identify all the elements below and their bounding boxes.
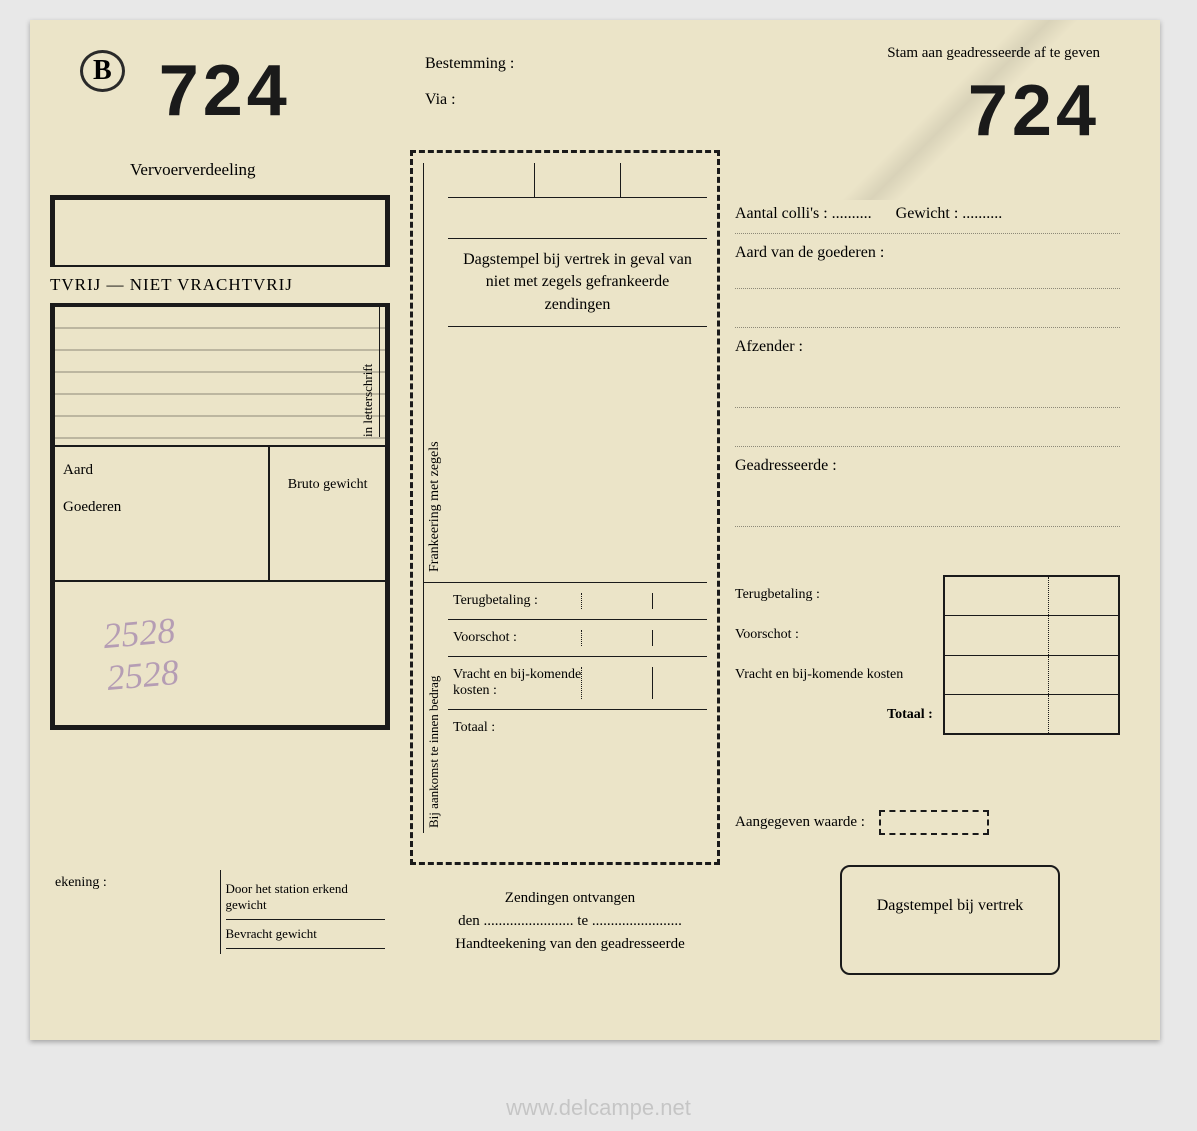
header-left: B 724 — [80, 50, 291, 132]
right-column: Aantal colli's : .......... Gewicht : ..… — [735, 195, 1120, 527]
railway-b-logo: B — [80, 50, 125, 92]
zendingen-title: Zendingen ontvangen — [430, 890, 710, 907]
header-middle: Bestemming : Via : — [425, 55, 514, 127]
dagstempel-r-label: Dagstempel bij vertrek — [877, 897, 1024, 914]
station-weight-label: Door het station erkend gewicht — [226, 875, 386, 920]
colli-gewicht-row: Aantal colli's : .......... Gewicht : ..… — [735, 195, 1120, 234]
stam-label: Stam aan geadresseerde af te geven — [887, 45, 1100, 62]
aard-label: Aard — [63, 462, 260, 479]
bruto-gewicht-label: Bruto gewicht — [270, 447, 385, 580]
railway-form: B 724 Vervoerverdeeling Bestemming : Via… — [30, 20, 1160, 1040]
watermark: www.delcampe.net — [506, 1095, 691, 1121]
right-payment-section: Terugbetaling : Voorschot : Vracht en bi… — [735, 575, 1120, 735]
dagstempel-text: Dagstempel bij vertrek in geval van niet… — [448, 238, 707, 327]
middle-column: Frankeering met zegels Dagstempel bij ve… — [410, 150, 720, 865]
totaal-r-label: Totaal : — [735, 695, 943, 735]
letterschrift-label: in letterschrift — [357, 307, 380, 437]
aantal-label: Aantal colli's : .......... — [735, 205, 872, 222]
den-te-line: den ........................ te ........… — [430, 913, 710, 930]
bestemming-label: Bestemming : — [425, 55, 514, 73]
afzender-row: Afzender : — [735, 328, 1120, 408]
stamp-area: 25282528 — [50, 580, 390, 730]
empty-row-2 — [735, 408, 1120, 447]
top-box — [50, 195, 390, 265]
franking-section: Frankeering met zegels Dagstempel bij ve… — [423, 163, 707, 583]
weight-labels: Door het station erkend gewicht Bevracht… — [220, 870, 391, 954]
terugbetaling-r-label: Terugbetaling : — [735, 575, 943, 615]
freight-free-label: TVRIJ — NIET VRACHTVRIJ — [50, 265, 390, 305]
goods-box: Aard Goederen Bruto gewicht — [50, 445, 390, 580]
goederen-label: Goederen — [63, 499, 260, 516]
gewicht-label: Gewicht : .......... — [896, 205, 1003, 222]
vracht-row: Vracht en bij-komende kosten : — [448, 657, 707, 710]
form-number-left: 724 — [159, 50, 291, 132]
geadresseerde-row: Geadresseerde : — [735, 447, 1120, 527]
handwritten-stamp: 25282528 — [101, 609, 180, 699]
payment-mid-section: Bij aankomst te innen bedrag Terugbetali… — [423, 583, 707, 833]
bij-aankomst-label: Bij aankomst te innen bedrag — [423, 583, 448, 833]
totaal-row: Totaal : — [448, 710, 707, 746]
bottom-left-section: ekening : Door het station erkend gewich… — [50, 870, 390, 954]
empty-row-1 — [735, 289, 1120, 328]
value-box — [879, 810, 989, 835]
payment-rows: Terugbetaling : Voorschot : Vracht en bi… — [448, 583, 707, 833]
dagstempel-section: Dagstempel bij vertrek in geval van niet… — [448, 163, 707, 582]
aard-goederen-row: Aard van de goederen : — [735, 234, 1120, 289]
goods-left: Aard Goederen — [55, 447, 270, 580]
voorschot-r-label: Voorschot : — [735, 615, 943, 655]
top-cols — [448, 163, 707, 198]
zendingen-section: Zendingen ontvangen den ................… — [430, 890, 710, 959]
form-number-right: 724 — [887, 70, 1100, 152]
vervoer-label: Vervoerverdeeling — [130, 160, 256, 180]
freight-weight-label: Bevracht gewicht — [226, 920, 386, 949]
ekening-label: ekening : — [50, 870, 220, 954]
payment-box — [943, 575, 1120, 735]
terugbetaling-row: Terugbetaling : — [448, 583, 707, 620]
frankeering-label: Frankeering met zegels — [423, 163, 448, 582]
declared-value-row: Aangegeven waarde : — [735, 810, 1120, 835]
header-right: Stam aan geadresseerde af te geven 724 — [887, 45, 1100, 152]
vracht-r-label: Vracht en bij-komende kosten — [735, 655, 943, 695]
writing-lines-box: in letterschrift — [50, 305, 390, 445]
date-stamp-box: Dagstempel bij vertrek — [840, 865, 1060, 975]
via-label: Via : — [425, 91, 514, 109]
payment-labels: Terugbetaling : Voorschot : Vracht en bi… — [735, 575, 943, 735]
aangegeven-label: Aangegeven waarde : — [735, 814, 865, 830]
handteekening-label: Handteekening van den geadresseerde — [430, 936, 710, 953]
voorschot-row: Voorschot : — [448, 620, 707, 657]
left-column: TVRIJ — NIET VRACHTVRIJ in letterschrift… — [50, 195, 390, 730]
